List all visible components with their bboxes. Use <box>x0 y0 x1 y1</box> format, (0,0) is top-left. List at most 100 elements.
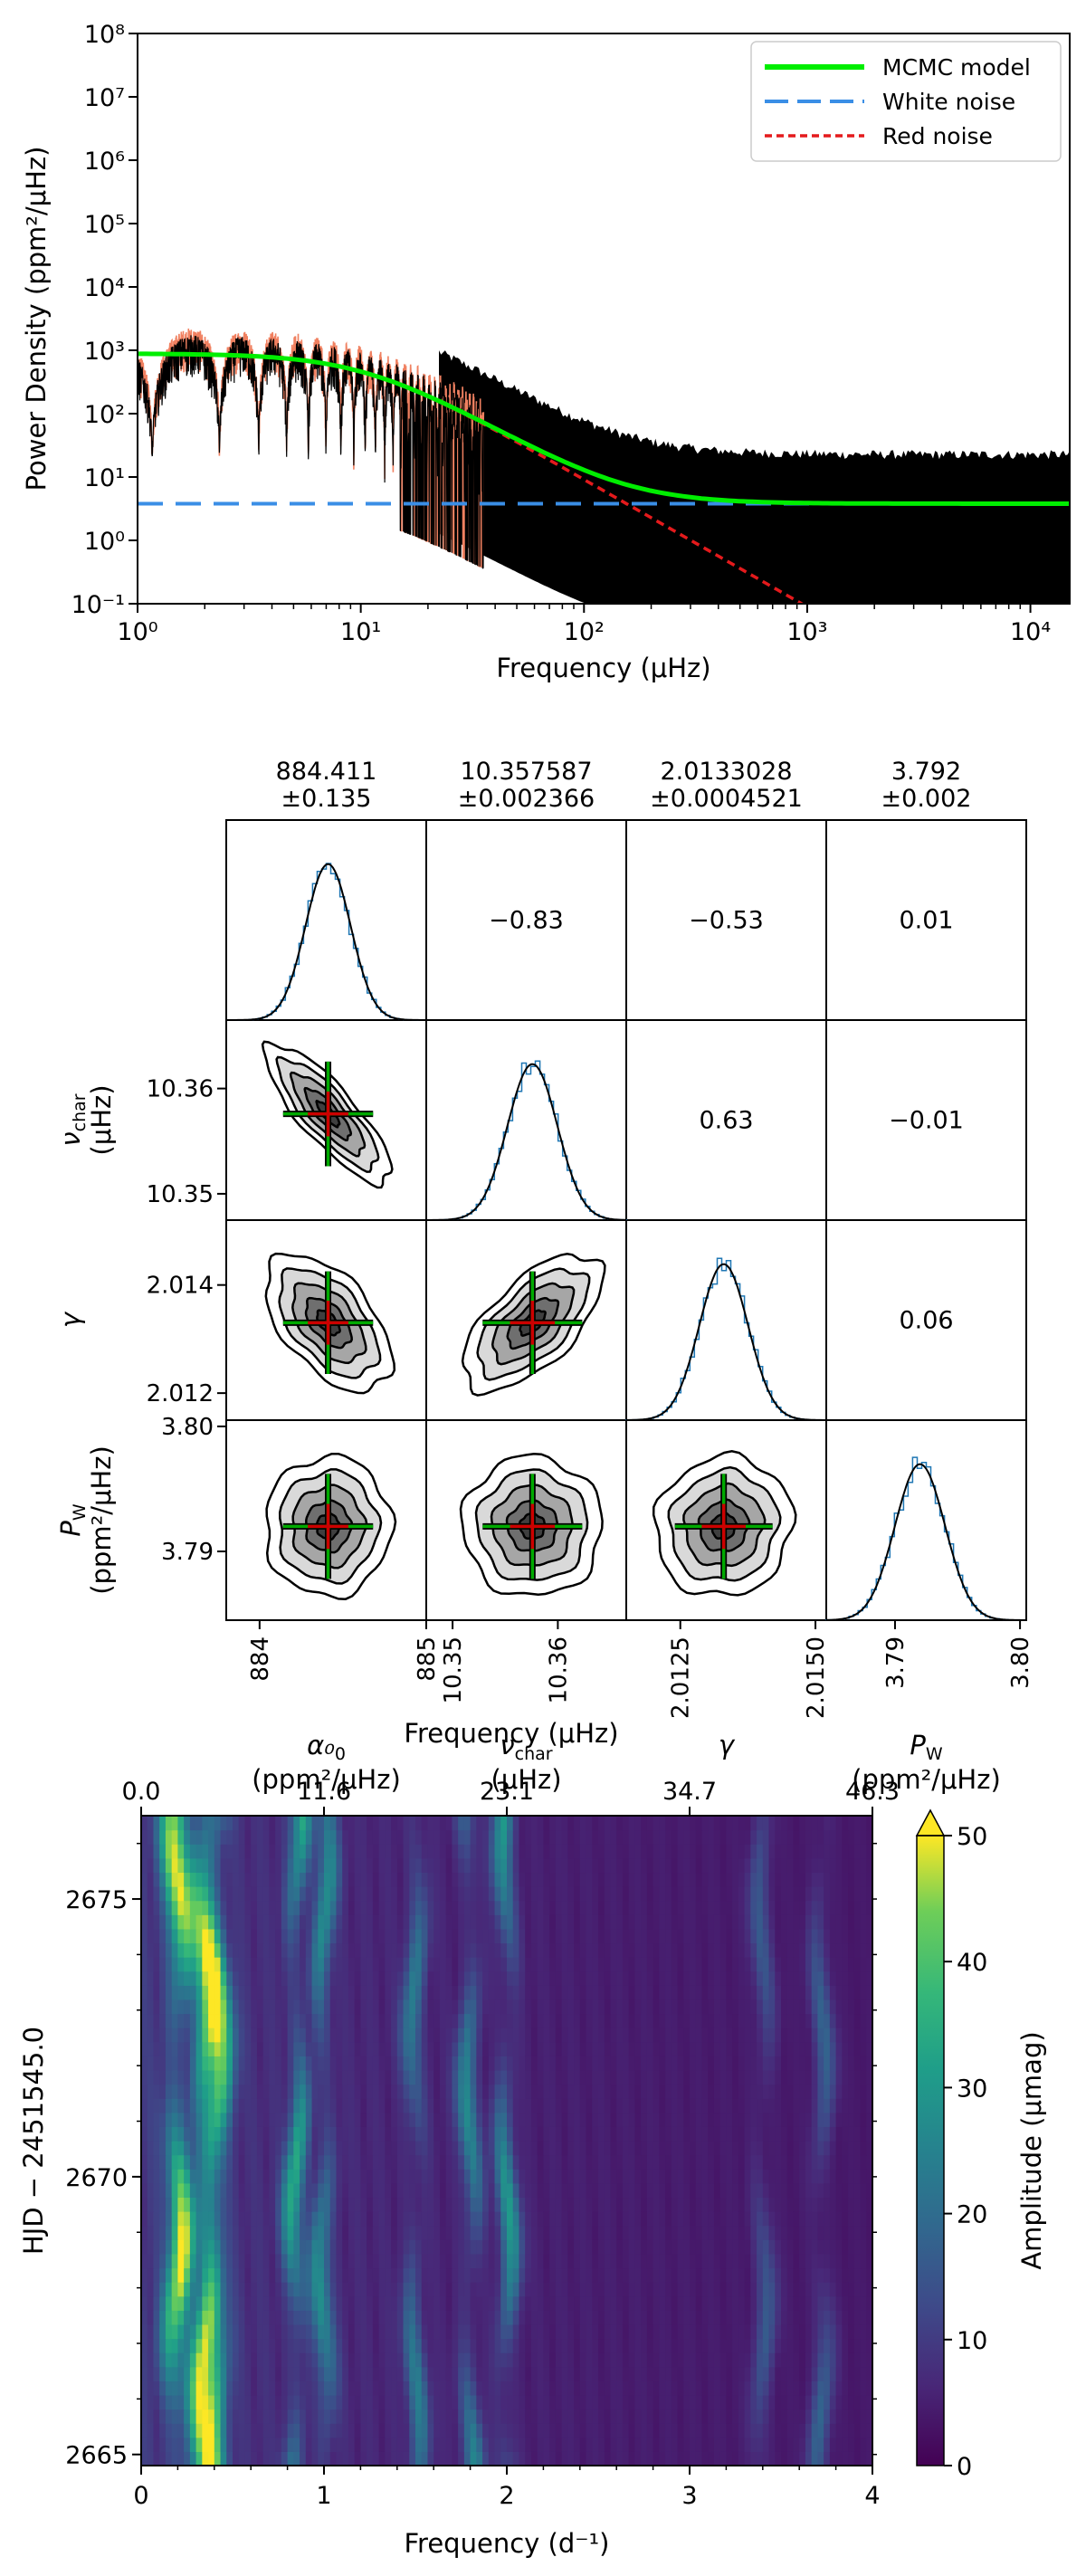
heatmap-cell <box>519 2084 526 2099</box>
heatmap-cell <box>415 2056 423 2071</box>
heatmap-cell <box>184 2352 191 2368</box>
heatmap-cell <box>853 2451 862 2466</box>
heatmap-cell <box>342 2323 349 2340</box>
heatmap-cell <box>641 2041 648 2056</box>
heatmap-cell <box>525 2253 532 2269</box>
heatmap-cell <box>598 2394 605 2410</box>
heatmap-cell <box>853 2126 862 2142</box>
heatmap-cell <box>805 2437 813 2452</box>
heatmap-cell <box>177 1942 185 1958</box>
heatmap-cell <box>214 1942 222 1958</box>
heatmap-cell <box>396 1957 405 1972</box>
heatmap-cell <box>421 1985 429 2000</box>
heatmap-cell <box>665 2013 672 2028</box>
heatmap-cell <box>189 2352 197 2368</box>
heatmap-cell <box>226 2295 233 2311</box>
heatmap-cell <box>360 2069 367 2085</box>
heatmap-cell <box>293 2253 300 2269</box>
heatmap-cell <box>598 2112 605 2127</box>
heatmap-cell <box>610 2394 617 2410</box>
heatmap-cell <box>719 2267 727 2283</box>
heatmap-cell <box>463 2253 472 2269</box>
heatmap-cell <box>842 2169 849 2184</box>
heatmap-cell <box>616 2141 624 2156</box>
heatmap-cell <box>262 2380 270 2396</box>
heatmap-cell <box>713 2126 721 2142</box>
heatmap-cell <box>360 2154 367 2170</box>
heatmap-cell <box>561 1957 568 1972</box>
heatmap-cell <box>732 2069 739 2085</box>
heatmap-cell <box>494 2451 501 2466</box>
heatmap-cell <box>452 2437 459 2452</box>
heatmap-cell <box>372 2295 380 2311</box>
heatmap-cell <box>671 2451 679 2466</box>
heatmap-cell <box>507 1942 514 1958</box>
heatmap-cell <box>147 2141 155 2156</box>
heatmap-cell <box>184 2141 191 2156</box>
heatmap-cell <box>842 2239 849 2255</box>
heatmap-cell <box>458 2056 465 2071</box>
heatmap-cell <box>817 2069 824 2085</box>
heatmap-cell <box>415 2366 423 2381</box>
heatmap-cell <box>421 1900 429 1915</box>
heatmap-cell <box>708 2197 715 2212</box>
heatmap-cell <box>226 2027 233 2043</box>
heatmap-cell <box>732 2282 739 2297</box>
heatmap-cell <box>824 2211 831 2227</box>
psd-x-tick-label: 10² <box>564 618 605 646</box>
heatmap-cell <box>561 2182 568 2199</box>
heatmap-cell <box>726 2282 733 2297</box>
heatmap-cell <box>817 2154 824 2170</box>
heatmap-cell <box>781 2409 788 2424</box>
heatmap-cell <box>153 2267 160 2283</box>
heatmap-cell <box>482 2451 490 2466</box>
heatmap-cell <box>244 2041 252 2056</box>
heatmap-cell <box>153 2352 160 2368</box>
heatmap-cell <box>396 2253 405 2269</box>
heatmap-cell <box>738 2225 746 2240</box>
heatmap-cell <box>786 1957 795 1972</box>
heatmap-cell <box>525 2409 532 2424</box>
heatmap-cell <box>500 2098 508 2113</box>
heatmap-cell <box>799 2451 806 2466</box>
heatmap-cell <box>403 2141 410 2156</box>
heatmap-cell <box>262 2098 270 2113</box>
heatmap-cell <box>391 1999 398 2015</box>
heatmap-cell <box>329 1928 338 1944</box>
heatmap-cell <box>665 1914 672 1930</box>
heatmap-cell <box>811 2182 818 2199</box>
heatmap-cell <box>452 2323 459 2340</box>
heatmap-cell <box>275 2211 282 2227</box>
heatmap-cell <box>391 1900 398 1915</box>
heatmap-cell <box>537 1957 544 1972</box>
heatmap-cell <box>677 2197 684 2212</box>
heatmap-cell <box>713 2451 721 2466</box>
heatmap-cell <box>713 2267 721 2283</box>
heatmap-cell <box>604 2394 612 2410</box>
heatmap-cell <box>439 2423 447 2438</box>
heatmap-cell <box>567 2253 575 2269</box>
heatmap-cell <box>147 1957 155 1972</box>
heatmap-cell <box>555 1928 563 1944</box>
heatmap-cell <box>622 1942 630 1958</box>
heatmap-cell <box>311 2394 319 2410</box>
heatmap-cell <box>719 2394 727 2410</box>
heatmap-cell <box>165 2380 173 2396</box>
heatmap-cell <box>567 2437 575 2452</box>
heatmap-cell <box>439 2323 447 2340</box>
heatmap-cell <box>799 2211 806 2227</box>
heatmap-cell <box>665 2225 672 2240</box>
heatmap-cell <box>567 2295 575 2311</box>
heatmap-cell <box>318 1900 325 1915</box>
heatmap-cell <box>367 2141 374 2156</box>
heatmap-cell <box>318 2409 325 2424</box>
heatmap-cell <box>494 2041 501 2056</box>
heatmap-cell <box>439 2437 447 2452</box>
heatmap-cell <box>530 2437 538 2452</box>
heatmap-cell <box>427 1970 434 1986</box>
heatmap-cell <box>324 2338 331 2353</box>
heatmap-cell <box>507 1999 514 2015</box>
heatmap-cell <box>233 2225 240 2240</box>
heatmap-cell <box>251 2211 258 2227</box>
heatmap-cell <box>561 1970 568 1986</box>
